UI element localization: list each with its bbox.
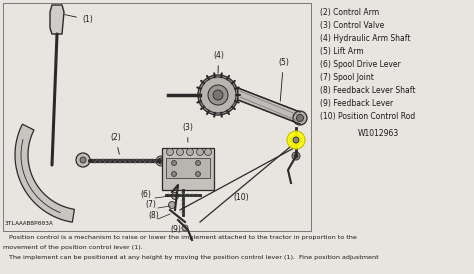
- Circle shape: [186, 149, 193, 156]
- Circle shape: [156, 156, 166, 166]
- Circle shape: [172, 193, 179, 199]
- Text: movement of the position control lever (1).: movement of the position control lever (…: [3, 245, 143, 250]
- Polygon shape: [238, 88, 300, 124]
- Text: (6): (6): [140, 190, 151, 199]
- Text: The implement can be positioned at any height by moving the position control lev: The implement can be positioned at any h…: [3, 255, 379, 260]
- Circle shape: [168, 201, 175, 209]
- Text: (5) Lift Arm: (5) Lift Arm: [320, 47, 364, 56]
- Text: (4) Hydraulic Arm Shaft: (4) Hydraulic Arm Shaft: [320, 34, 410, 43]
- Circle shape: [204, 149, 211, 156]
- Circle shape: [213, 90, 223, 100]
- Circle shape: [172, 172, 176, 176]
- Circle shape: [158, 158, 164, 164]
- Text: 3TLAAAB8P003A: 3TLAAAB8P003A: [5, 221, 54, 226]
- Text: (7) Spool Joint: (7) Spool Joint: [320, 73, 374, 82]
- Text: (10) Position Control Rod: (10) Position Control Rod: [320, 112, 415, 121]
- Text: (9): (9): [170, 225, 181, 234]
- Circle shape: [195, 161, 201, 165]
- Circle shape: [198, 75, 238, 115]
- Text: (5): (5): [278, 58, 289, 101]
- Text: (10): (10): [233, 193, 249, 202]
- Text: (3): (3): [182, 123, 193, 142]
- Circle shape: [294, 154, 298, 158]
- FancyBboxPatch shape: [162, 148, 214, 190]
- Polygon shape: [50, 5, 64, 34]
- FancyBboxPatch shape: [3, 3, 311, 231]
- Circle shape: [172, 161, 176, 165]
- Polygon shape: [15, 124, 74, 222]
- Text: (8) Feedback Lever Shaft: (8) Feedback Lever Shaft: [320, 86, 416, 95]
- Text: (3) Control Valve: (3) Control Valve: [320, 21, 384, 30]
- Text: (8): (8): [148, 211, 159, 220]
- Circle shape: [208, 85, 228, 105]
- Circle shape: [197, 149, 203, 156]
- Circle shape: [287, 131, 305, 149]
- Circle shape: [291, 135, 301, 145]
- Text: (7): (7): [145, 200, 156, 209]
- Circle shape: [195, 172, 201, 176]
- Circle shape: [293, 137, 299, 143]
- FancyBboxPatch shape: [166, 158, 210, 178]
- Text: (6) Spool Drive Lever: (6) Spool Drive Lever: [320, 60, 401, 69]
- Circle shape: [293, 138, 299, 142]
- Text: (2) Control Arm: (2) Control Arm: [320, 8, 379, 17]
- Circle shape: [200, 77, 236, 113]
- Circle shape: [166, 149, 173, 156]
- Circle shape: [293, 111, 307, 125]
- Text: (4): (4): [213, 51, 224, 73]
- Text: (2): (2): [110, 133, 121, 154]
- Text: Position control is a mechanism to raise or lower the implement attached to the : Position control is a mechanism to raise…: [3, 235, 357, 240]
- Circle shape: [297, 115, 303, 121]
- Text: (9) Feedback Lever: (9) Feedback Lever: [320, 99, 393, 108]
- Circle shape: [80, 157, 86, 163]
- Circle shape: [176, 149, 183, 156]
- Circle shape: [182, 225, 188, 231]
- Circle shape: [292, 152, 300, 160]
- Text: (1): (1): [65, 15, 93, 24]
- Text: W1012963: W1012963: [358, 129, 399, 138]
- Circle shape: [76, 153, 90, 167]
